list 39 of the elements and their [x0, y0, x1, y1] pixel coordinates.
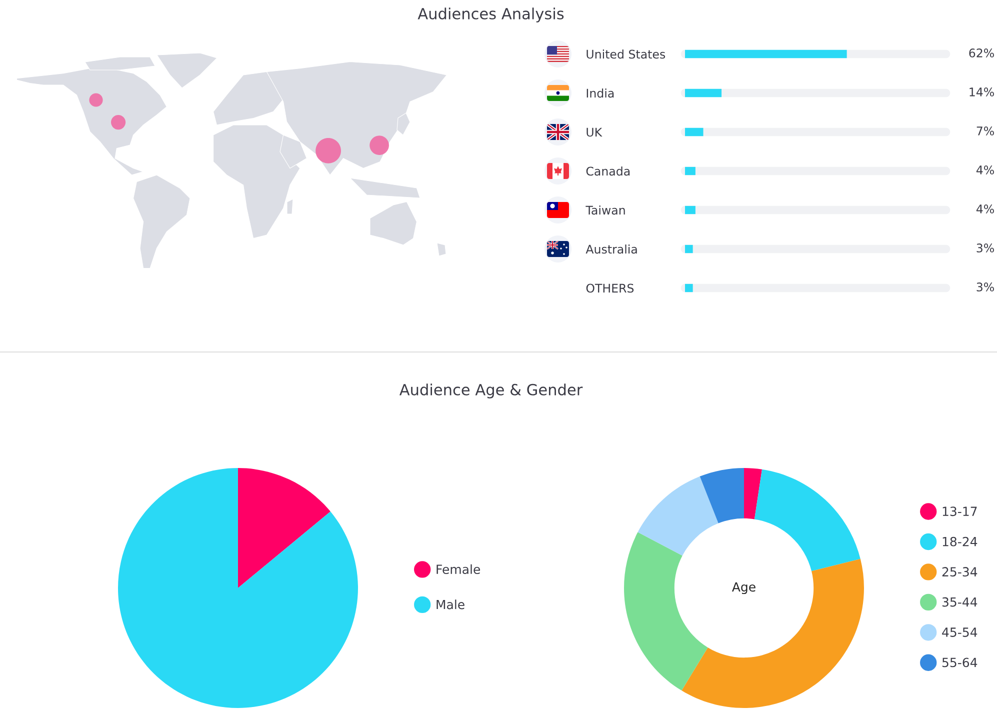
y-tick-label: United States — [586, 50, 666, 59]
donut-slice — [638, 476, 718, 556]
y-tick-label: Taiwan — [586, 206, 625, 215]
y-tick-label: India — [586, 88, 614, 98]
bar — [685, 206, 696, 214]
data-label: 3% — [976, 243, 994, 252]
y-tick-label: UK — [586, 128, 602, 137]
data-label: 4% — [976, 204, 994, 214]
data-label: 7% — [976, 126, 994, 136]
bar — [685, 284, 693, 292]
data-label: 4% — [976, 165, 994, 174]
bar — [685, 128, 704, 136]
data-label: 62% — [969, 48, 994, 58]
chart-title: Audience Age & Gender — [399, 384, 583, 398]
data-label: 14% — [970, 87, 994, 96]
y-tick-label: Australia — [586, 244, 637, 254]
pie-slice — [118, 468, 358, 708]
bar — [685, 166, 696, 176]
bar — [685, 88, 722, 98]
text: Audiences Analysis — [418, 8, 564, 22]
y-tick-label: OTHERS — [586, 284, 634, 293]
donut-slice — [744, 468, 762, 520]
legend-label: Female — [436, 564, 480, 574]
donut-slice — [754, 469, 860, 572]
data-label: 3% — [976, 282, 994, 292]
legend-label: Male — [436, 600, 464, 610]
donut-slice — [682, 558, 864, 708]
legend-label: 25-34 — [942, 567, 978, 577]
legend-label: 18-24 — [942, 536, 978, 546]
legend-label: 35-44 — [942, 597, 978, 607]
bar — [685, 244, 693, 254]
donut-slice — [700, 468, 744, 524]
donut-slice — [624, 532, 708, 691]
text: Age — [732, 582, 756, 594]
pie-slice — [238, 468, 330, 588]
y-tick-label: Canada — [586, 166, 630, 176]
legend-label: 45-54 — [942, 628, 978, 637]
legend-label: 13-17 — [942, 506, 977, 516]
legend-label: 55-64 — [942, 658, 978, 668]
